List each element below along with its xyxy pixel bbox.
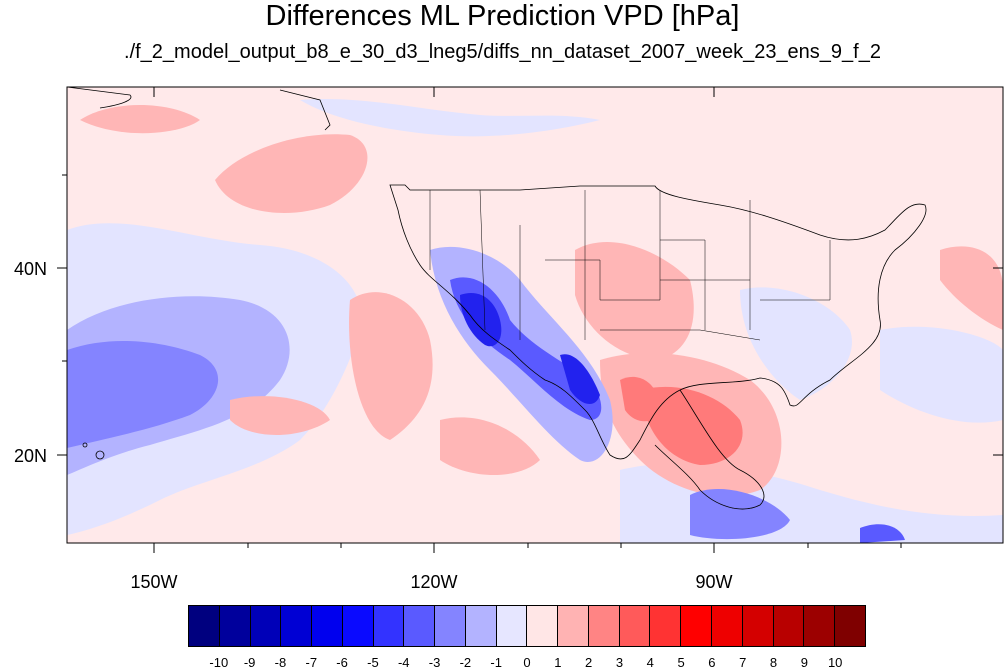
colorbar-cell	[373, 606, 405, 646]
colorbar-cell	[835, 606, 865, 646]
colorbar-cell	[773, 606, 805, 646]
plot-frame	[66, 86, 1004, 544]
field-strong-blue-sierra	[560, 354, 600, 405]
field-light-blue-east	[740, 287, 852, 400]
lat-label-20n: 20N	[14, 446, 48, 466]
colorbar-labels: -10 -9 -8 -7 -6 -5 -4 -3 -2 -1 0 1 2 3 4 5 6 7 8 9 10	[188, 656, 866, 672]
field-red-gulf-core	[640, 386, 743, 465]
colorbar-cell	[189, 606, 220, 646]
colorbar-cell	[804, 606, 836, 646]
map-title: Differences ML Prediction VPD [hPa]	[265, 0, 740, 32]
colorbar-label: 4	[646, 655, 654, 670]
colorbar-cell	[742, 606, 774, 646]
colorbar-label: -3	[428, 655, 441, 670]
colorbar-cell	[465, 606, 497, 646]
colorbar-cell	[250, 606, 282, 646]
vpd-difference-map	[57, 86, 1004, 553]
colorbar-cell	[312, 606, 343, 646]
colorbar-label: -8	[274, 655, 287, 670]
colorbar-label: 5	[677, 655, 685, 670]
colorbar-label: -1	[490, 655, 502, 670]
axis-ticks	[57, 87, 1003, 553]
colorbar-label: 7	[739, 655, 747, 670]
colorbar-label: -5	[367, 655, 379, 670]
colorbar-label: -9	[243, 655, 256, 670]
colorbar-cell	[558, 606, 589, 646]
colorbar-cell	[650, 606, 682, 646]
map-field	[67, 87, 1003, 543]
colorbar-cell	[496, 606, 528, 646]
colorbar-cell	[681, 606, 713, 646]
coastlines	[67, 87, 927, 510]
colorbar-label: -10	[209, 655, 229, 670]
field-red-baja	[349, 292, 433, 440]
colorbar-cell	[404, 606, 436, 646]
colorbar-cell	[588, 606, 620, 646]
lon-label-120w: 120W	[410, 572, 458, 592]
colorbar-label: 2	[585, 655, 593, 670]
colorbar-cell	[712, 606, 743, 646]
field-red-texas	[620, 376, 660, 422]
field-red-pacific-south	[440, 417, 540, 475]
colorbar-label: 1	[554, 655, 562, 670]
colorbar-cell	[342, 606, 374, 646]
state-borders	[429, 189, 831, 341]
colorbar-label: 10	[827, 655, 843, 670]
colorbar	[188, 605, 866, 647]
field-red-eastcoast	[940, 246, 1003, 330]
colorbar-cell	[619, 606, 651, 646]
lat-label-40n: 40N	[14, 259, 48, 279]
colorbar-cell	[435, 606, 466, 646]
field-red-plains	[575, 241, 694, 360]
colorbar-cell	[219, 606, 251, 646]
colorbar-label: -2	[459, 655, 472, 670]
colorbar-label: 9	[800, 655, 808, 670]
colorbar-label: 3	[615, 655, 624, 670]
map-subtitle: ./f_2_model_output_b8_e_30_d3_lneg5/diff…	[124, 41, 881, 63]
colorbar-label: -6	[336, 655, 348, 670]
lon-label-150w: 150W	[130, 572, 178, 592]
colorbar-label: 8	[769, 655, 778, 670]
colorbar-label: 6	[708, 655, 716, 670]
colorbar-label: -7	[305, 655, 318, 670]
field-blue-pacific	[67, 340, 219, 448]
field-red-alaska	[80, 105, 200, 134]
field-light-blue-atlantic	[880, 326, 1003, 423]
lon-label-90w: 90W	[695, 572, 733, 592]
field-red-northwest	[215, 134, 368, 213]
field-light-blue-north	[300, 98, 600, 137]
field-strong-blue-southwest	[460, 292, 502, 347]
colorbar-label: -4	[397, 655, 410, 670]
colorbar-cell	[527, 606, 559, 646]
field-blue-caribbean	[860, 524, 905, 543]
colorbar-cell	[281, 606, 313, 646]
field-red-central-pacific	[230, 396, 330, 435]
colorbar-label: 0	[523, 655, 531, 670]
